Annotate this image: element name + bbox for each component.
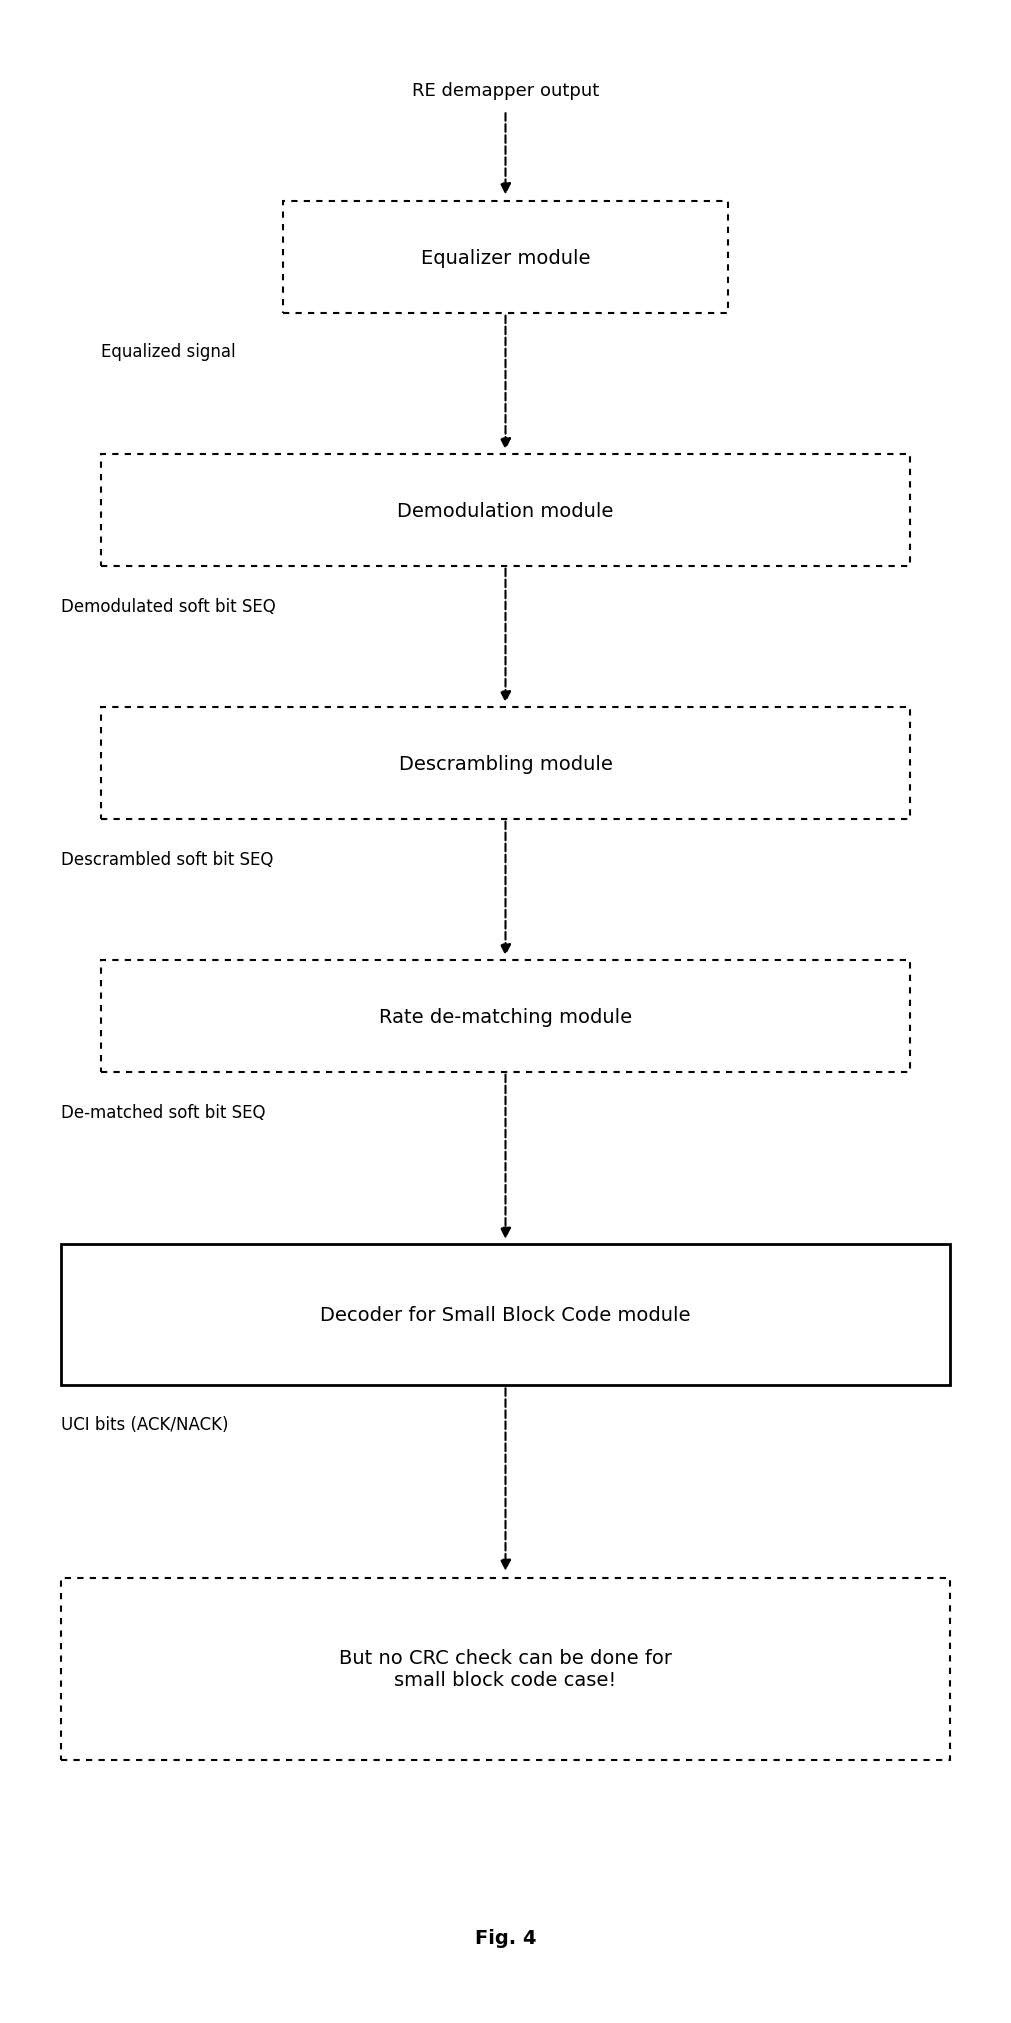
- FancyBboxPatch shape: [61, 1244, 950, 1386]
- Text: But no CRC check can be done for
small block code case!: But no CRC check can be done for small b…: [339, 1649, 672, 1689]
- Text: RE demapper output: RE demapper output: [411, 83, 600, 99]
- Text: Equalizer module: Equalizer module: [421, 249, 590, 267]
- Text: Decoder for Small Block Code module: Decoder for Small Block Code module: [320, 1305, 691, 1325]
- FancyBboxPatch shape: [61, 1578, 950, 1760]
- Text: Demodulated soft bit SEQ: Demodulated soft bit SEQ: [61, 599, 275, 615]
- Text: Descrambling module: Descrambling module: [398, 755, 613, 773]
- FancyBboxPatch shape: [101, 455, 910, 566]
- Text: Descrambled soft bit SEQ: Descrambled soft bit SEQ: [61, 852, 273, 868]
- FancyBboxPatch shape: [101, 961, 910, 1072]
- FancyBboxPatch shape: [101, 708, 910, 819]
- Text: Rate de-matching module: Rate de-matching module: [379, 1007, 632, 1026]
- Text: UCI bits (ACK/NACK): UCI bits (ACK/NACK): [61, 1416, 228, 1432]
- FancyBboxPatch shape: [283, 202, 728, 314]
- Text: De-matched soft bit SEQ: De-matched soft bit SEQ: [61, 1105, 265, 1121]
- Text: Fig. 4: Fig. 4: [475, 1928, 536, 1948]
- Text: Equalized signal: Equalized signal: [101, 344, 236, 360]
- Text: Demodulation module: Demodulation module: [397, 502, 614, 520]
